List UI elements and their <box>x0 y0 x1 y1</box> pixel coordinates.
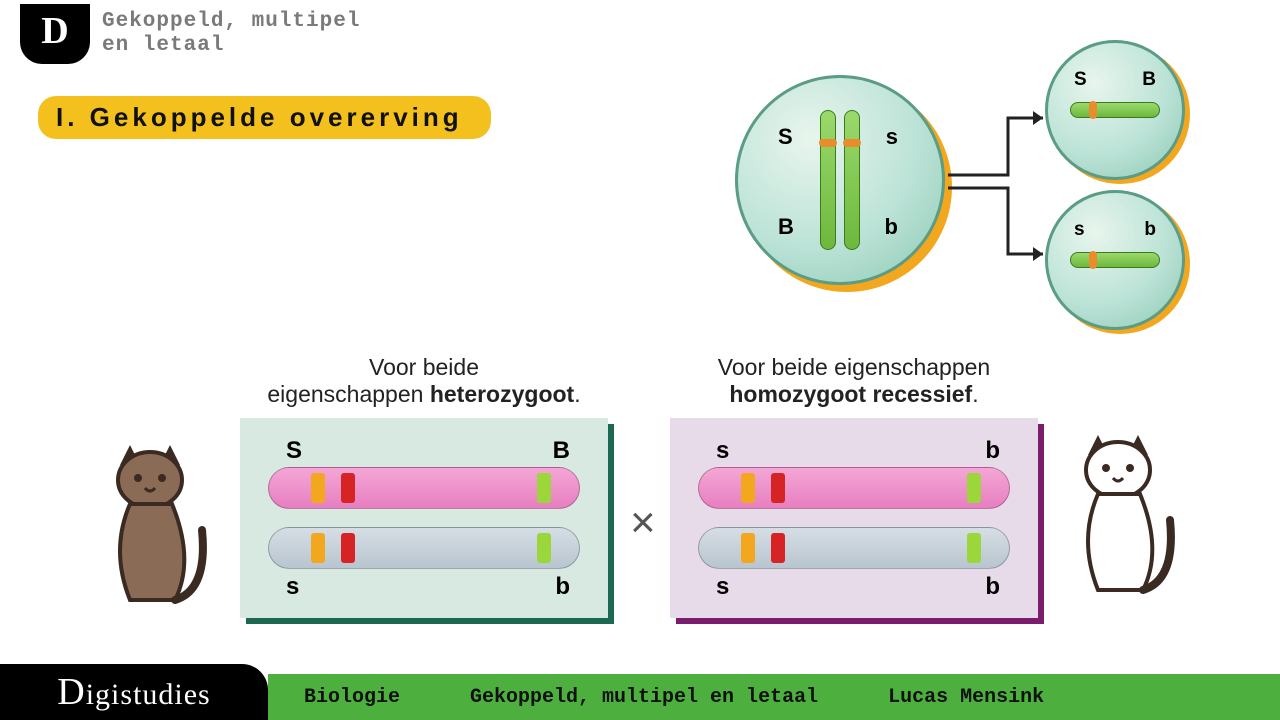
chrom-pair <box>820 110 860 250</box>
header: D Gekoppeld, multipel en letaal <box>20 4 360 64</box>
left-cap-1: Voor beide <box>369 354 479 380</box>
r-lbl-b: b <box>985 437 1000 465</box>
section-tag: I. Gekoppelde overerving <box>38 96 491 139</box>
band-gn2 <box>537 533 551 563</box>
footer-brand-badge: Digistudies <box>0 664 268 720</box>
right-panel: s b s b <box>670 418 1038 618</box>
d2-lbl-r: b <box>1144 219 1156 241</box>
arrow-bottom <box>948 184 1058 274</box>
left-chrom-bot-row: s b <box>268 527 580 569</box>
allele-s: s <box>886 124 898 150</box>
right-chrom-bot-row: s b <box>698 527 1010 569</box>
lbl-S: S <box>286 437 302 465</box>
header-subtitle-line1: Gekoppeld, multipel <box>102 10 360 34</box>
right-cap-bold: homozygoot recessief <box>729 381 972 407</box>
chromosome-right <box>844 110 860 250</box>
left-panel: S B s b <box>240 418 608 618</box>
parent-cell: S s B b <box>735 75 945 285</box>
daughter-cell-1: S B <box>1045 40 1185 180</box>
r-band-or <box>741 473 755 503</box>
d1-lbl-r: B <box>1142 69 1156 91</box>
footer-author: Lucas Mensink <box>888 686 1044 709</box>
left-chrom-top-row: S B <box>268 467 580 509</box>
arrow-top <box>948 100 1058 180</box>
cross-sign: × <box>630 498 656 548</box>
allele-S: S <box>778 124 793 150</box>
band-gn <box>537 473 551 503</box>
right-chrom-top-row: s b <box>698 467 1010 509</box>
left-cap-2a: eigenschappen <box>267 381 429 407</box>
d1-lbl-l: S <box>1074 69 1087 91</box>
left-caption: Voor beide eigenschappen heterozygoot. <box>240 354 608 408</box>
allele-B: B <box>778 214 794 240</box>
r-band-rd <box>771 473 785 503</box>
band-or2 <box>311 533 325 563</box>
r-band-or2 <box>741 533 755 563</box>
footer-subject: Biologie <box>304 686 400 709</box>
band-rd2 <box>341 533 355 563</box>
allele-b: b <box>885 214 898 240</box>
cat-left-icon <box>90 440 210 610</box>
header-subtitle-line2: en letaal <box>102 34 360 58</box>
right-chrom-top <box>698 467 1010 509</box>
lbl-s: s <box>286 573 299 601</box>
footer-topic: Gekoppeld, multipel en letaal <box>470 686 818 709</box>
footer: Digistudies Biologie Gekoppeld, multipel… <box>0 674 1280 720</box>
right-cap-1: Voor beide eigenschappen <box>718 354 990 380</box>
d2-lbl-l: s <box>1074 219 1085 241</box>
left-chrom-bot <box>268 527 580 569</box>
r-lbl-s: s <box>716 437 729 465</box>
r-lbl-b2: b <box>985 573 1000 601</box>
daughter1-chrom <box>1070 102 1160 118</box>
left-cap-bold: heterozygoot <box>430 381 574 407</box>
logo-badge: D <box>20 4 90 64</box>
chromosome-left <box>820 110 836 250</box>
r-band-gn2 <box>967 533 981 563</box>
right-caption: Voor beide eigenschappen homozygoot rece… <box>670 354 1038 408</box>
footer-bar: Biologie Gekoppeld, multipel en letaal L… <box>268 674 1280 720</box>
daughter2-chrom <box>1070 252 1160 268</box>
header-subtitle: Gekoppeld, multipel en letaal <box>102 10 360 58</box>
right-chrom-bot <box>698 527 1010 569</box>
r-band-gn <box>967 473 981 503</box>
logo-letter: D <box>41 9 68 53</box>
band-or <box>311 473 325 503</box>
r-band-rd2 <box>771 533 785 563</box>
r-lbl-s2: s <box>716 573 729 601</box>
footer-brand: Digistudies <box>57 670 210 714</box>
lbl-B: B <box>553 437 570 465</box>
left-chrom-top <box>268 467 580 509</box>
cat-right-icon <box>1058 430 1178 600</box>
band-rd <box>341 473 355 503</box>
daughter-cell-2: s b <box>1045 190 1185 330</box>
lbl-b: b <box>555 573 570 601</box>
